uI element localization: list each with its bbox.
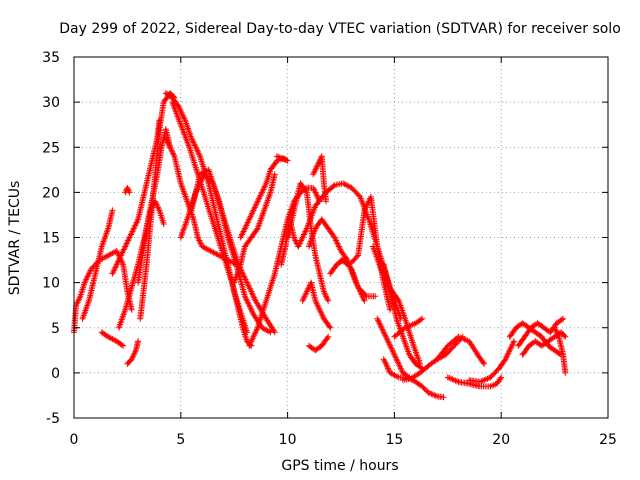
series-track-37: [506, 320, 564, 358]
series-track-34: [434, 333, 488, 367]
y-tick-label: 35: [42, 50, 60, 66]
series-markers: [306, 333, 332, 354]
series-markers: [79, 207, 116, 322]
series-markers: [71, 248, 135, 336]
series-track-39: [519, 329, 569, 358]
series-markers: [162, 135, 240, 268]
series-track-36: [466, 338, 517, 385]
series-markers: [237, 155, 291, 241]
y-tick-label: 25: [42, 140, 60, 156]
series-track-21: [299, 279, 334, 331]
y-tick-label: -5: [46, 411, 60, 427]
series-markers: [231, 171, 278, 286]
series-markers: [169, 99, 255, 349]
series-track-29: [380, 261, 426, 372]
series-track-38: [515, 315, 567, 349]
series-track-30: [374, 315, 413, 381]
x-axis-label: GPS time / hours: [281, 458, 398, 474]
y-tick-label: 15: [42, 231, 60, 247]
series-track-35: [444, 374, 505, 390]
grid-lines: [74, 57, 608, 418]
series-track-12: [162, 135, 240, 268]
x-tick-label: 10: [279, 432, 297, 448]
y-axis: -5 0 5 10 15 20 25 30 35: [42, 50, 608, 427]
y-tick-label: 30: [42, 95, 60, 111]
series-markers: [506, 320, 564, 358]
series-markers: [434, 333, 488, 367]
series-track-3: [122, 184, 133, 196]
series-track-11: [169, 99, 255, 349]
y-tick-label: 5: [51, 321, 60, 337]
series-markers: [122, 184, 133, 196]
series-markers: [124, 338, 142, 367]
series-markers: [551, 324, 569, 376]
series-markers: [380, 261, 426, 372]
series-markers: [391, 315, 426, 340]
series-track-2: [79, 207, 116, 322]
series-track-9: [135, 198, 167, 286]
series-track-31: [391, 315, 426, 340]
x-tick-label: 20: [492, 432, 510, 448]
series-markers: [466, 338, 517, 385]
chart-title: Day 299 of 2022, Sidereal Day-to-day VTE…: [59, 21, 621, 37]
series-markers: [374, 315, 413, 381]
series-markers: [299, 279, 334, 331]
y-axis-label: SDTVAR / TECUs: [7, 181, 23, 296]
y-tick-label: 10: [42, 276, 60, 292]
series-track-16: [237, 155, 291, 241]
x-tick-label: 0: [70, 432, 79, 448]
series-markers: [98, 329, 127, 349]
series-track-1: [71, 248, 135, 336]
series-track-22: [306, 333, 332, 354]
x-tick-label: 25: [599, 432, 617, 448]
x-axis: 0 5 10 15 20 25: [70, 57, 617, 448]
y-tick-label: 0: [51, 366, 60, 382]
series-track-40: [551, 324, 569, 376]
series-track-5: [124, 338, 142, 367]
series-track-32: [380, 356, 447, 401]
series-track-15: [231, 171, 278, 286]
series-markers: [135, 198, 167, 286]
y-tick-label: 20: [42, 185, 60, 201]
series-markers: [273, 153, 289, 163]
series-markers: [519, 329, 569, 358]
x-tick-label: 5: [176, 432, 185, 448]
series-track-4: [98, 329, 127, 349]
x-tick-label: 15: [385, 432, 403, 448]
data-series-group: [71, 90, 569, 401]
series-track-17: [273, 153, 289, 163]
series-markers: [380, 356, 447, 401]
series-markers: [444, 374, 505, 390]
series-markers: [515, 315, 567, 349]
